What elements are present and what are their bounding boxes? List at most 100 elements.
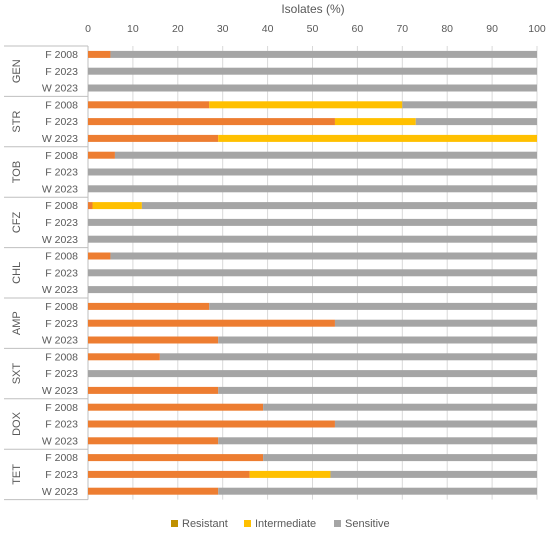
- x-tick-90: 90: [486, 23, 498, 35]
- group-label-dox: DOX: [11, 411, 23, 436]
- row-label: F 2023: [45, 469, 78, 481]
- bar-sensitive-amp-w-2023: [218, 336, 537, 344]
- bar-sensitive-str-f-2008: [402, 101, 537, 109]
- bar-sensitive-gen-w-2023: [88, 84, 537, 92]
- x-tick-60: 60: [352, 23, 364, 35]
- bar-intermediate-str-w-2023: [218, 134, 537, 142]
- bar-sensitive-amp-f-2008: [209, 302, 538, 310]
- bar-resistant-str-f-2023: [88, 118, 335, 126]
- bar-sensitive-gen-f-2023: [88, 67, 537, 75]
- bar-sensitive-cfz-f-2008: [141, 202, 537, 210]
- bar-resistant-sxt-f-2008: [88, 353, 160, 361]
- x-tick-80: 80: [441, 23, 453, 35]
- row-label: F 2023: [45, 217, 78, 229]
- group-label-chl: CHL: [11, 262, 23, 284]
- group-label-tob: TOB: [11, 161, 23, 183]
- legend-label-resistant: Resistant: [182, 518, 228, 530]
- bar-sensitive-tob-w-2023: [88, 185, 537, 193]
- group-label-sxt: SXT: [11, 363, 23, 385]
- bar-resistant-tob-f-2008: [88, 151, 115, 159]
- bar-sensitive-chl-f-2008: [110, 252, 537, 260]
- group-label-tet: TET: [11, 464, 23, 485]
- bar-sensitive-chl-f-2023: [88, 269, 537, 277]
- row-label: W 2023: [42, 83, 78, 95]
- bar-resistant-gen-f-2008: [88, 50, 111, 58]
- row-label: W 2023: [42, 486, 78, 498]
- bar-resistant-tet-f-2008: [88, 454, 264, 462]
- bar-sensitive-dox-f-2008: [263, 403, 537, 411]
- legend-label-intermediate: Intermediate: [255, 518, 316, 530]
- x-tick-40: 40: [262, 23, 274, 35]
- row-label: W 2023: [42, 133, 78, 145]
- row-label: F 2023: [45, 167, 78, 179]
- bar-sensitive-dox-f-2023: [334, 420, 537, 428]
- bar-resistant-dox-f-2008: [88, 403, 264, 411]
- x-tick-20: 20: [172, 23, 184, 35]
- bar-sensitive-amp-f-2023: [334, 319, 537, 327]
- x-tick-30: 30: [217, 23, 229, 35]
- bar-resistant-amp-f-2008: [88, 302, 210, 310]
- bar-resistant-str-f-2008: [88, 101, 210, 109]
- row-label: W 2023: [42, 335, 78, 347]
- legend: Resistant Intermediate Sensitive: [171, 518, 390, 530]
- group-label-amp: AMP: [11, 311, 23, 335]
- row-label: F 2023: [45, 368, 78, 380]
- row-label: F 2008: [45, 452, 78, 464]
- x-tick-labels: 0 10 20 30 40 50 60 70 80 90 100: [85, 23, 546, 35]
- row-label: F 2023: [45, 267, 78, 279]
- bar-sensitive-tet-f-2008: [263, 454, 537, 462]
- bar-intermediate-tet-f-2023: [249, 470, 331, 478]
- x-tick-10: 10: [127, 23, 139, 35]
- bar-sensitive-gen-f-2008: [110, 50, 537, 58]
- bar-sensitive-sxt-f-2023: [88, 370, 537, 378]
- row-label: W 2023: [42, 183, 78, 195]
- row-label: F 2008: [45, 200, 78, 212]
- row-label: W 2023: [42, 435, 78, 447]
- row-label: W 2023: [42, 385, 78, 397]
- bar-sensitive-tob-f-2008: [114, 151, 537, 159]
- row-label: W 2023: [42, 234, 78, 246]
- row-label: F 2008: [45, 150, 78, 162]
- x-axis-title: Isolates (%): [281, 2, 344, 16]
- row-label: F 2008: [45, 49, 78, 61]
- row-label: F 2023: [45, 419, 78, 431]
- row-label: F 2008: [45, 351, 78, 363]
- bar-resistant-tet-w-2023: [88, 487, 219, 495]
- bar-resistant-chl-f-2008: [88, 252, 111, 260]
- bar-sensitive-tet-w-2023: [218, 487, 537, 495]
- bar-resistant-dox-w-2023: [88, 437, 219, 445]
- bar-sensitive-cfz-w-2023: [88, 235, 537, 243]
- bar-resistant-dox-f-2023: [88, 420, 335, 428]
- bar-intermediate-str-f-2008: [209, 101, 403, 109]
- bar-sensitive-dox-w-2023: [218, 437, 537, 445]
- bar-intermediate-cfz-f-2008: [92, 202, 142, 210]
- x-tick-50: 50: [307, 23, 319, 35]
- x-tick-0: 0: [85, 23, 91, 35]
- bar-resistant-cfz-f-2008: [88, 202, 93, 210]
- bar-resistant-tet-f-2023: [88, 470, 250, 478]
- group-label-cfz: CFZ: [11, 211, 23, 233]
- bars: [88, 50, 538, 495]
- bar-resistant-amp-w-2023: [88, 336, 219, 344]
- bar-intermediate-str-f-2023: [334, 118, 416, 126]
- bar-sensitive-sxt-f-2008: [159, 353, 537, 361]
- category-labels: GEN F 2008 F 2023 W 2023 STR F 2008 F 2023 W 20…: [4, 45, 88, 501]
- bar-sensitive-cfz-f-2023: [88, 218, 537, 226]
- legend-label-sensitive: Sensitive: [345, 518, 390, 530]
- row-label: F 2023: [45, 66, 78, 78]
- legend-swatch-intermediate: [244, 520, 251, 527]
- x-tick-70: 70: [396, 23, 408, 35]
- row-label: F 2023: [45, 318, 78, 330]
- row-label: F 2008: [45, 251, 78, 263]
- row-label: F 2008: [45, 402, 78, 414]
- bar-resistant-amp-f-2023: [88, 319, 335, 327]
- row-label: W 2023: [42, 284, 78, 296]
- bar-resistant-str-w-2023: [88, 134, 219, 142]
- group-label-str: STR: [11, 111, 23, 133]
- bar-sensitive-sxt-w-2023: [218, 386, 537, 394]
- bar-sensitive-tob-f-2023: [88, 168, 537, 176]
- legend-swatch-sensitive: [334, 520, 341, 527]
- bar-sensitive-str-f-2023: [415, 118, 537, 126]
- row-label: F 2023: [45, 116, 78, 128]
